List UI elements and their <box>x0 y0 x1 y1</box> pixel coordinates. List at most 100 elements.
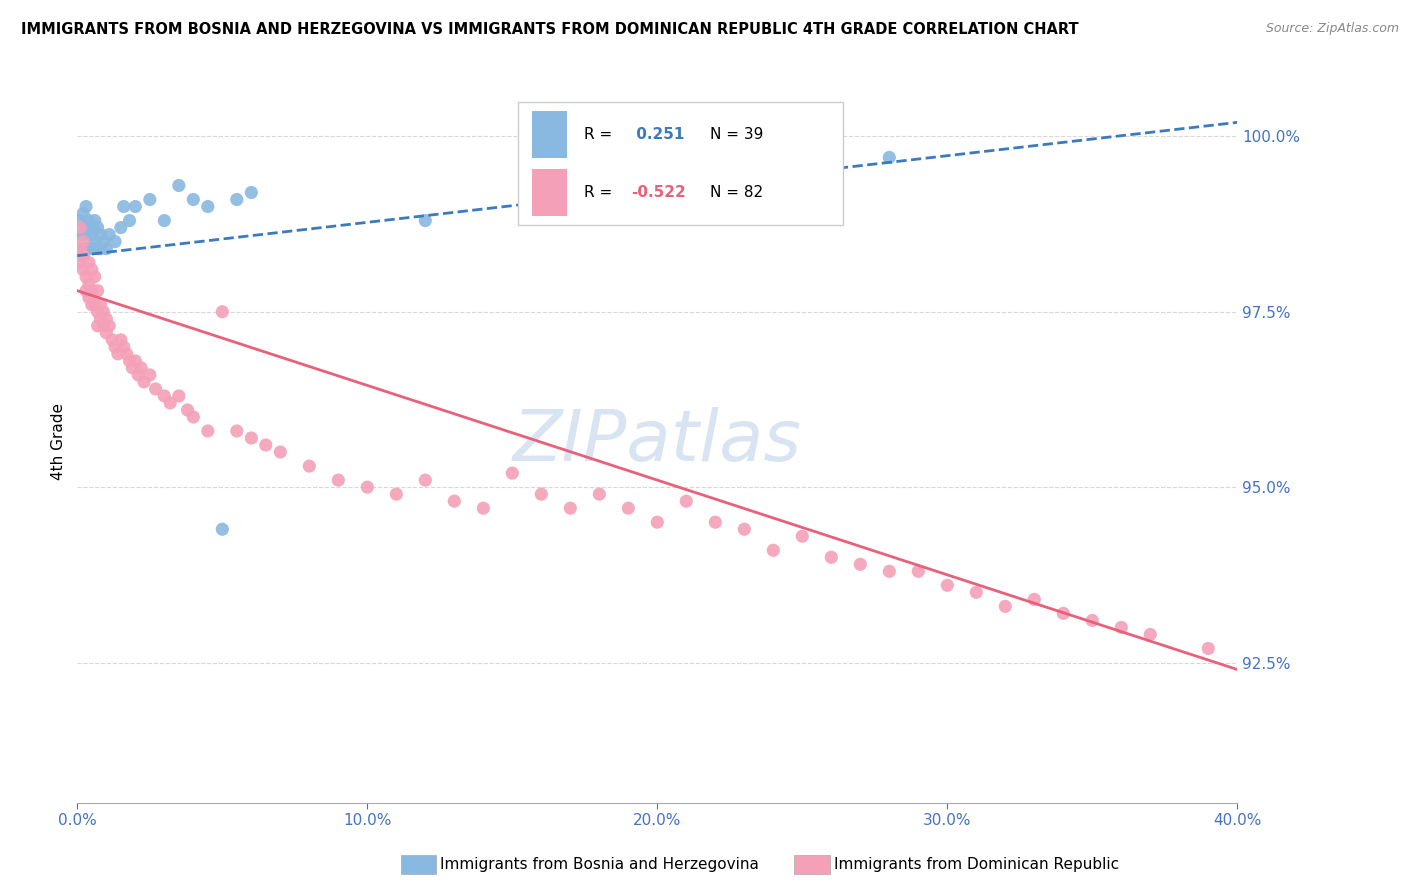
Point <box>104 235 127 249</box>
Point <box>75 284 97 298</box>
Point <box>129 360 152 375</box>
Point <box>112 340 135 354</box>
Point <box>72 249 94 263</box>
Point <box>110 333 132 347</box>
Point <box>413 473 436 487</box>
Point <box>240 431 263 445</box>
Point <box>153 389 176 403</box>
Point <box>1081 614 1104 628</box>
Text: R =: R = <box>585 185 617 200</box>
Point <box>530 487 553 501</box>
Point <box>75 242 97 256</box>
Text: Immigrants from Dominican Republic: Immigrants from Dominican Republic <box>834 857 1119 871</box>
Point <box>83 213 105 227</box>
Point <box>1024 592 1046 607</box>
Point <box>86 220 108 235</box>
Point <box>124 200 146 214</box>
Text: ZIPatlas: ZIPatlas <box>513 407 801 476</box>
Point <box>183 193 205 207</box>
Text: IMMIGRANTS FROM BOSNIA AND HERZEGOVINA VS IMMIGRANTS FROM DOMINICAN REPUBLIC 4TH: IMMIGRANTS FROM BOSNIA AND HERZEGOVINA V… <box>21 22 1078 37</box>
Point <box>560 501 582 516</box>
Point <box>69 227 91 242</box>
Text: Immigrants from Bosnia and Herzegovina: Immigrants from Bosnia and Herzegovina <box>440 857 759 871</box>
Bar <box>531 169 567 216</box>
Point <box>197 424 219 438</box>
FancyBboxPatch shape <box>517 102 844 225</box>
Point <box>225 424 247 438</box>
Point <box>849 558 872 572</box>
Point <box>77 242 100 256</box>
Point <box>820 550 842 565</box>
Point <box>86 284 108 298</box>
Point <box>80 262 103 277</box>
Point <box>211 522 233 536</box>
Text: -0.522: -0.522 <box>631 185 685 200</box>
Point <box>167 389 190 403</box>
Point <box>72 262 94 277</box>
Point <box>197 200 219 214</box>
Point <box>385 487 408 501</box>
Point <box>675 494 697 508</box>
Point <box>617 501 640 516</box>
Point <box>69 242 91 256</box>
Point <box>72 235 94 249</box>
Point <box>211 305 233 319</box>
Point <box>83 298 105 312</box>
Point <box>80 242 103 256</box>
Point <box>83 235 105 249</box>
Point <box>153 213 176 227</box>
Point <box>72 227 94 242</box>
Point <box>93 318 115 333</box>
Text: N = 82: N = 82 <box>710 185 762 200</box>
Point <box>225 193 247 207</box>
Point <box>501 466 523 480</box>
Point <box>356 480 378 494</box>
Point <box>118 213 141 227</box>
Point <box>69 255 91 269</box>
Point <box>93 305 115 319</box>
Point <box>443 494 465 508</box>
Point <box>472 501 495 516</box>
Point <box>936 578 959 592</box>
Point <box>77 213 100 227</box>
Point <box>588 487 610 501</box>
Point <box>80 220 103 235</box>
Point <box>72 249 94 263</box>
Point <box>69 242 91 256</box>
Point <box>96 326 118 340</box>
Point <box>83 269 105 284</box>
Point <box>167 178 190 193</box>
Point <box>72 206 94 220</box>
Point <box>75 269 97 284</box>
Point <box>139 368 162 382</box>
Point <box>98 227 121 242</box>
Point <box>139 193 162 207</box>
Point <box>77 255 100 269</box>
Point <box>328 473 350 487</box>
Text: N = 39: N = 39 <box>710 127 763 142</box>
Point <box>269 445 291 459</box>
Point <box>240 186 263 200</box>
Point <box>90 311 111 326</box>
Point <box>145 382 167 396</box>
Point <box>77 227 100 242</box>
Point <box>80 227 103 242</box>
Point <box>124 354 146 368</box>
Point <box>80 298 103 312</box>
Point <box>69 213 91 227</box>
Point <box>93 235 115 249</box>
Point <box>121 360 143 375</box>
Point <box>907 564 929 578</box>
Point <box>1052 607 1074 621</box>
Point <box>298 459 321 474</box>
Point <box>1197 641 1219 656</box>
Point <box>762 543 785 558</box>
Point <box>647 515 669 529</box>
Point <box>96 311 118 326</box>
Point <box>90 298 111 312</box>
Point <box>104 340 127 354</box>
Point <box>132 375 155 389</box>
Point <box>90 227 111 242</box>
Point <box>75 220 97 235</box>
Point <box>733 522 755 536</box>
